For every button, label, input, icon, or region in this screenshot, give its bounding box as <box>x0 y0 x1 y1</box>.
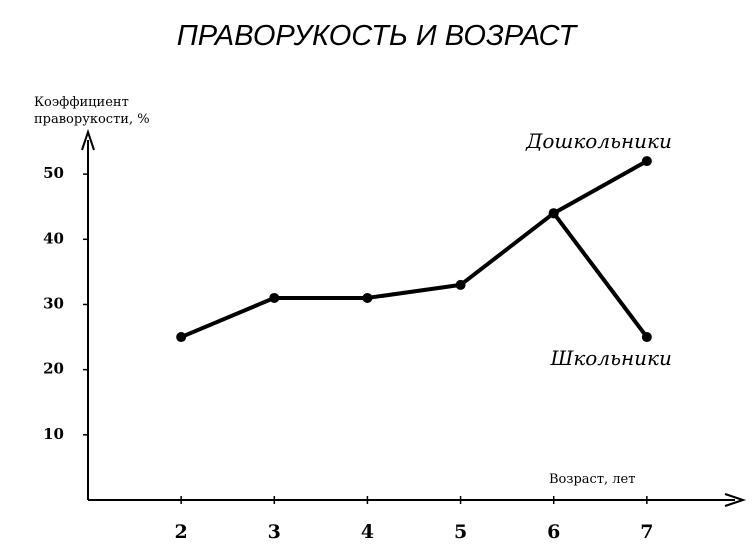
point <box>641 156 652 167</box>
y-axis <box>81 128 95 500</box>
point <box>269 292 280 303</box>
y-tick-label: 50 <box>43 164 64 182</box>
x-tick-label: 5 <box>454 521 467 543</box>
x-tick-label: 2 <box>175 521 188 543</box>
y-axis-label: Коэффициент праворукости, % <box>34 95 150 127</box>
x-tick-label: 7 <box>640 521 653 543</box>
y-tick-label: 40 <box>43 229 64 247</box>
point <box>455 279 466 290</box>
series-label: Дошкольники <box>525 129 672 153</box>
x-axis-label: Возраст, лет <box>549 472 636 487</box>
point <box>362 292 373 303</box>
y-tick-label: 30 <box>43 294 64 312</box>
y-tick-label: 20 <box>43 360 64 378</box>
x-tick-label: 6 <box>547 521 560 543</box>
series-label: Школьники <box>550 346 672 370</box>
series-line <box>552 212 649 339</box>
point <box>176 332 187 343</box>
x-tick-label: 4 <box>361 521 374 543</box>
series-line <box>180 159 648 339</box>
chart-title: ПРАВОРУКОСТЬ И ВОЗРАСТ <box>176 20 577 52</box>
y-tick-label: 10 <box>43 425 64 443</box>
point <box>641 332 652 343</box>
x-axis <box>88 493 747 507</box>
x-tick-label: 3 <box>268 521 281 543</box>
point <box>548 208 559 219</box>
